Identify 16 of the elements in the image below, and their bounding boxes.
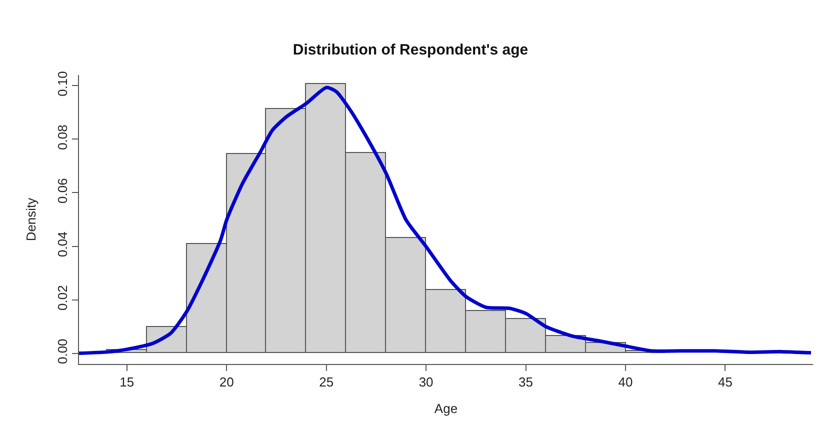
y-tick-label: 0.04 bbox=[54, 232, 70, 257]
x-tick-label: 35 bbox=[518, 374, 534, 390]
x-tick-label: 20 bbox=[219, 374, 234, 390]
x-axis-title: Age bbox=[434, 401, 458, 416]
x-tick-label: 40 bbox=[618, 374, 633, 390]
y-tick-label: 0.08 bbox=[54, 124, 70, 150]
y-tick-label: 0.10 bbox=[54, 71, 70, 96]
y-tick-label: 0.06 bbox=[54, 178, 70, 204]
y-axis-title: Density bbox=[24, 197, 39, 242]
x-tick-label: 15 bbox=[120, 374, 134, 390]
x-tick-label: 30 bbox=[418, 374, 434, 390]
x-tick-label: 25 bbox=[319, 374, 334, 390]
x-tick-label: 45 bbox=[718, 374, 732, 390]
y-tick-label: 0.02 bbox=[54, 285, 70, 310]
chart-title: Distribution of Respondent's age bbox=[292, 41, 528, 58]
y-tick-label: 0.00 bbox=[54, 338, 70, 364]
